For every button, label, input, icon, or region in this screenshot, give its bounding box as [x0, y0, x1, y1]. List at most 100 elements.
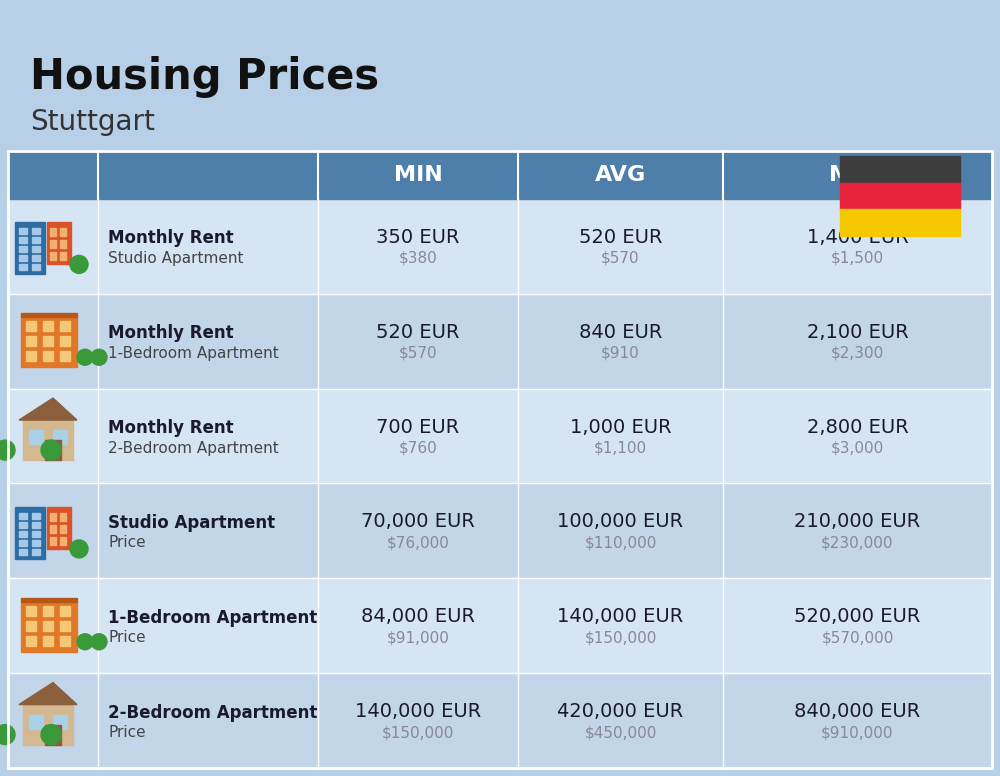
Bar: [45, 725, 61, 745]
Bar: [32, 531, 40, 537]
Text: $76,000: $76,000: [387, 535, 449, 550]
Bar: [60, 321, 70, 331]
Bar: [53, 715, 67, 729]
Text: $380: $380: [399, 251, 437, 266]
Bar: [60, 241, 66, 248]
Text: $230,000: $230,000: [821, 535, 894, 550]
Text: $570: $570: [601, 251, 640, 266]
Bar: [29, 430, 43, 444]
Bar: [43, 352, 53, 362]
Bar: [60, 513, 66, 521]
Bar: [32, 228, 40, 234]
Text: 420,000 EUR: 420,000 EUR: [557, 702, 684, 721]
Text: 140,000 EUR: 140,000 EUR: [355, 702, 481, 721]
Bar: [21, 317, 77, 367]
Bar: [32, 522, 40, 528]
Bar: [50, 525, 56, 533]
Text: MIN: MIN: [394, 165, 442, 185]
Bar: [32, 549, 40, 555]
Bar: [26, 352, 36, 362]
Bar: [8, 483, 992, 578]
Bar: [26, 321, 36, 331]
Bar: [8, 151, 992, 768]
Bar: [840, 210, 960, 236]
Text: $910,000: $910,000: [821, 725, 894, 740]
Text: 70,000 EUR: 70,000 EUR: [361, 512, 475, 532]
Bar: [840, 156, 960, 182]
Bar: [50, 252, 56, 261]
Text: 840,000 EUR: 840,000 EUR: [794, 702, 921, 721]
Circle shape: [77, 349, 93, 365]
Text: $91,000: $91,000: [387, 630, 449, 646]
Bar: [26, 606, 36, 615]
Bar: [26, 336, 36, 346]
Text: 520,000 EUR: 520,000 EUR: [794, 608, 921, 626]
Bar: [840, 182, 960, 210]
Text: Price: Price: [108, 630, 146, 646]
Text: AVG: AVG: [595, 165, 646, 185]
Bar: [8, 199, 992, 294]
Text: $3,000: $3,000: [831, 441, 884, 456]
Text: $150,000: $150,000: [584, 630, 657, 646]
Bar: [32, 255, 40, 262]
Bar: [32, 540, 40, 546]
Text: Price: Price: [108, 725, 146, 740]
Bar: [8, 389, 992, 483]
Bar: [19, 237, 27, 244]
Bar: [50, 513, 56, 521]
Text: $150,000: $150,000: [382, 725, 454, 740]
Text: $110,000: $110,000: [584, 535, 657, 550]
Polygon shape: [19, 683, 77, 705]
Bar: [53, 430, 67, 444]
Text: 84,000 EUR: 84,000 EUR: [361, 608, 475, 626]
Text: 210,000 EUR: 210,000 EUR: [794, 512, 921, 532]
Text: Stuttgart: Stuttgart: [30, 108, 155, 136]
Bar: [47, 223, 71, 265]
Text: 700 EUR: 700 EUR: [376, 417, 460, 437]
Bar: [23, 420, 73, 460]
Bar: [43, 336, 53, 346]
Bar: [26, 621, 36, 631]
Circle shape: [70, 540, 88, 558]
Bar: [19, 255, 27, 262]
Text: $1,500: $1,500: [831, 251, 884, 266]
Circle shape: [0, 440, 15, 460]
Bar: [19, 228, 27, 234]
Bar: [19, 513, 27, 519]
Bar: [60, 525, 66, 533]
Text: 140,000 EUR: 140,000 EUR: [557, 608, 684, 626]
Bar: [47, 507, 71, 549]
Circle shape: [41, 440, 61, 460]
Bar: [21, 601, 77, 652]
Bar: [43, 321, 53, 331]
Text: 1-Bedroom Apartment: 1-Bedroom Apartment: [108, 608, 317, 627]
Text: $760: $760: [399, 441, 437, 456]
Text: 2,800 EUR: 2,800 EUR: [807, 417, 908, 437]
Bar: [15, 507, 45, 559]
Bar: [19, 540, 27, 546]
Text: 2,100 EUR: 2,100 EUR: [807, 323, 908, 341]
Text: $570,000: $570,000: [821, 630, 894, 646]
Bar: [21, 598, 77, 601]
Bar: [60, 228, 66, 237]
Text: 2-Bedroom Apartment: 2-Bedroom Apartment: [108, 441, 279, 456]
Bar: [50, 228, 56, 237]
Text: Studio Apartment: Studio Apartment: [108, 251, 244, 266]
Text: 350 EUR: 350 EUR: [376, 228, 460, 247]
Text: $450,000: $450,000: [584, 725, 657, 740]
Bar: [32, 265, 40, 270]
Bar: [60, 352, 70, 362]
Text: 840 EUR: 840 EUR: [579, 323, 662, 341]
Text: 100,000 EUR: 100,000 EUR: [557, 512, 684, 532]
Text: 1-Bedroom Apartment: 1-Bedroom Apartment: [108, 346, 279, 361]
Bar: [60, 537, 66, 545]
Bar: [21, 314, 77, 317]
Circle shape: [0, 725, 15, 745]
Text: Studio Apartment: Studio Apartment: [108, 514, 275, 532]
Bar: [23, 705, 73, 745]
Bar: [19, 265, 27, 270]
Bar: [43, 621, 53, 631]
Circle shape: [77, 634, 93, 650]
Text: Monthly Rent: Monthly Rent: [108, 419, 234, 437]
Bar: [29, 715, 43, 729]
